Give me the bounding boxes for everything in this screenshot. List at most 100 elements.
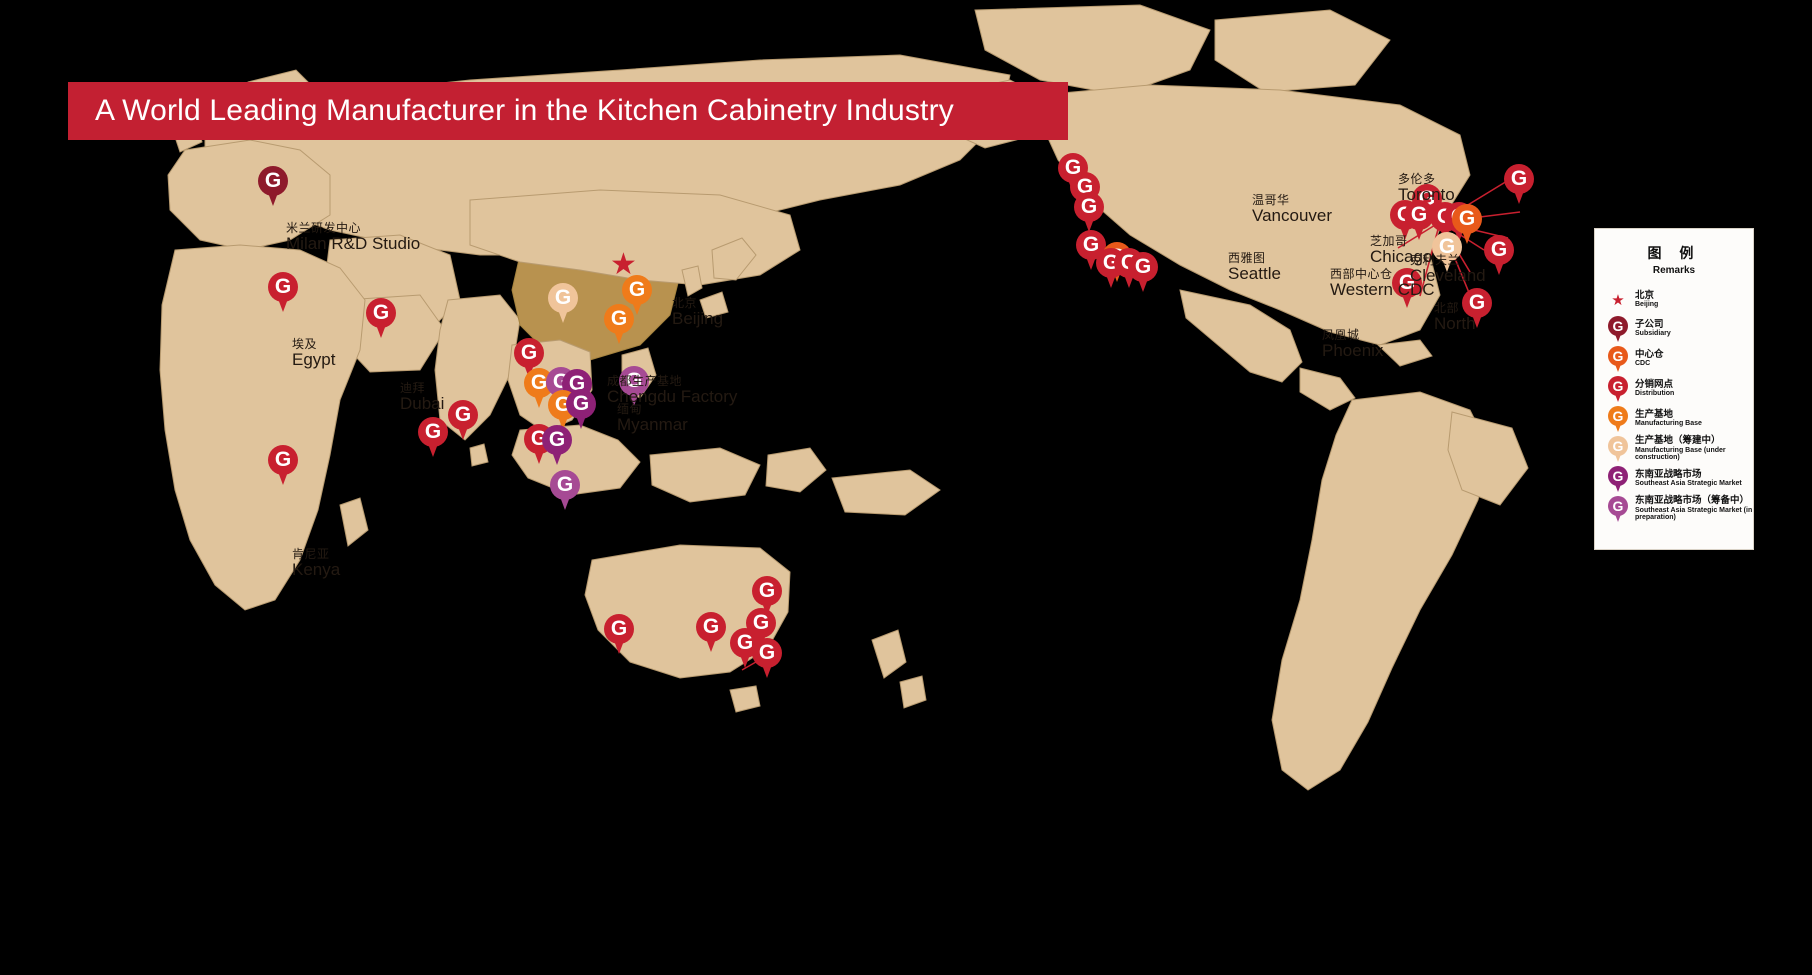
pin-glyph: G bbox=[1510, 166, 1528, 190]
legend-label-en: Subsidiary bbox=[1635, 330, 1671, 338]
pin-chicago-2[interactable]: G bbox=[1404, 200, 1434, 240]
label-cn: 凤凰城 bbox=[1322, 328, 1360, 342]
pin-bulb bbox=[752, 576, 782, 606]
label-phoenix: 凤凰城 Phoenix bbox=[1322, 329, 1383, 359]
pin-bulb bbox=[1462, 288, 1492, 318]
pin-bulb bbox=[622, 275, 652, 305]
legend-icon: G bbox=[1601, 496, 1635, 522]
pin-glyph: G bbox=[1468, 290, 1486, 314]
label-cn: 肯尼亚 bbox=[292, 547, 330, 561]
pin-glyph: G bbox=[1076, 174, 1094, 198]
pin-bulb bbox=[1404, 200, 1434, 230]
pin-glyph: G bbox=[572, 391, 590, 415]
pin-cleveland-cdc[interactable]: G bbox=[1452, 204, 1482, 244]
label-cn: 北部 bbox=[1434, 301, 1460, 315]
pin-perth[interactable]: G bbox=[604, 614, 634, 654]
label-western-cdc: 西部中心仓 Western CDC bbox=[1330, 268, 1435, 298]
pin-india-west[interactable]: G bbox=[418, 417, 448, 457]
pin-manufacturing-icon: G bbox=[1608, 406, 1628, 432]
pin-glyph: G bbox=[1438, 234, 1456, 258]
label-en: Myanmar bbox=[617, 414, 688, 434]
label-cn: 西部中心仓 bbox=[1330, 267, 1393, 281]
pin-north[interactable]: G bbox=[1432, 232, 1462, 272]
label-en: Phoenix bbox=[1322, 340, 1384, 360]
pin-vietnam-s[interactable]: G bbox=[566, 389, 596, 429]
legend-rows: ★ 北京 Beijing G 子公司 Subsidiary G 中心仓 CDC G 分销网点 Dist… bbox=[1595, 276, 1753, 524]
pin-dubai[interactable]: G bbox=[366, 298, 396, 338]
label-cleveland: 克利夫兰 Cleveland bbox=[1410, 254, 1486, 284]
pin-glyph: G bbox=[628, 277, 646, 301]
label-cn: 温哥华 bbox=[1252, 193, 1290, 207]
pin-indonesia[interactable]: G bbox=[550, 470, 580, 510]
label-en: Milan R&D Studio bbox=[286, 233, 421, 253]
pin-bulb bbox=[1608, 406, 1628, 426]
pin-texas[interactable]: G bbox=[1392, 268, 1422, 308]
legend-title-en: Remarks bbox=[1652, 265, 1696, 276]
pin-china-south[interactable]: G bbox=[604, 304, 634, 344]
legend-icon: G bbox=[1601, 346, 1635, 372]
pin-florida[interactable]: G bbox=[1462, 288, 1492, 328]
pin-glyph: G bbox=[554, 285, 572, 309]
pin-kenya[interactable]: G bbox=[268, 445, 298, 485]
pin-bulb bbox=[604, 614, 634, 644]
pin-sea-prep-icon: G bbox=[1608, 496, 1628, 522]
pin-cdc-icon: G bbox=[1608, 346, 1628, 372]
pin-milan[interactable]: G bbox=[258, 166, 288, 206]
pin-bulb bbox=[1608, 466, 1628, 486]
label-en: North bbox=[1434, 313, 1476, 333]
pin-india-east[interactable]: G bbox=[448, 400, 478, 440]
legend-label-en: CDC bbox=[1635, 360, 1651, 368]
label-en: Chicago bbox=[1370, 246, 1433, 266]
legend-text: 东南亚战略市场（筹备中） Southeast Asia Strategic Mar… bbox=[1635, 496, 1753, 522]
pin-bulb bbox=[752, 638, 782, 668]
pin-glyph: G bbox=[1612, 468, 1624, 484]
pin-bulb bbox=[1504, 164, 1534, 194]
legend-label-en: Southeast Asia Strategic Market (in prep… bbox=[1635, 506, 1753, 522]
legend-label-en: Southeast Asia Strategic Market bbox=[1635, 480, 1742, 488]
pin-myanmar[interactable]: G bbox=[514, 338, 544, 378]
pin-bulb bbox=[550, 470, 580, 500]
label-en: Egypt bbox=[292, 349, 336, 369]
pin-southeast[interactable]: G bbox=[1484, 235, 1514, 275]
pin-tasmania[interactable]: G bbox=[752, 638, 782, 678]
star-icon: ★ bbox=[1611, 291, 1625, 309]
pin-glyph: G bbox=[1612, 438, 1624, 454]
pin-boston[interactable]: G bbox=[1504, 164, 1534, 204]
legend-icon: G bbox=[1601, 436, 1635, 462]
legend-label-cn: 分销网点 bbox=[1635, 379, 1674, 391]
pin-singapore[interactable]: G bbox=[542, 425, 572, 465]
label-vancouver: 温哥华 Vancouver bbox=[1252, 194, 1332, 224]
legend-label-cn: 生产基地（筹建中） bbox=[1635, 435, 1721, 447]
pin-philippines[interactable]: G bbox=[619, 366, 649, 406]
pin-china-north[interactable]: G bbox=[622, 275, 652, 315]
pin-western-cdc[interactable]: G bbox=[1076, 230, 1106, 270]
pin-bulb bbox=[1074, 192, 1104, 222]
legend-label-en: Manufacturing Base (under construction) bbox=[1635, 446, 1726, 462]
pin-bulb bbox=[1432, 232, 1462, 262]
pin-bulb bbox=[418, 417, 448, 447]
pin-glyph: G bbox=[702, 614, 720, 638]
pin-glyph: G bbox=[1612, 498, 1624, 514]
pin-adelaide[interactable]: G bbox=[696, 612, 726, 652]
pin-chengdu[interactable]: G bbox=[548, 283, 578, 323]
legend-label-en: Beijing bbox=[1635, 301, 1659, 309]
pin-glyph: G bbox=[530, 370, 548, 394]
pin-bulb bbox=[258, 166, 288, 196]
label-en: Seattle bbox=[1228, 263, 1281, 283]
pin-glyph: G bbox=[1134, 254, 1152, 278]
pin-distribution-icon: G bbox=[1608, 376, 1628, 402]
legend-text: 生产基地（筹建中） Manufacturing Base (under const… bbox=[1635, 435, 1753, 462]
label-en: Cleveland bbox=[1410, 265, 1486, 285]
pin-bulb bbox=[619, 366, 649, 396]
pin-bulb bbox=[604, 304, 634, 334]
legend-text: 东南亚战略市场 Southeast Asia Strategic Market bbox=[1635, 469, 1753, 488]
pin-glyph: G bbox=[610, 306, 628, 330]
pin-phoenix-3[interactable]: G bbox=[1128, 252, 1158, 292]
pin-egypt[interactable]: G bbox=[268, 272, 298, 312]
pin-seattle[interactable]: G bbox=[1074, 192, 1104, 232]
pin-bulb bbox=[366, 298, 396, 328]
pin-canberra[interactable]: G bbox=[746, 608, 776, 648]
legend-icon: G bbox=[1601, 466, 1635, 492]
pin-glyph: G bbox=[1458, 206, 1476, 230]
label-chicago: 芝加哥 Chicago bbox=[1370, 235, 1432, 265]
